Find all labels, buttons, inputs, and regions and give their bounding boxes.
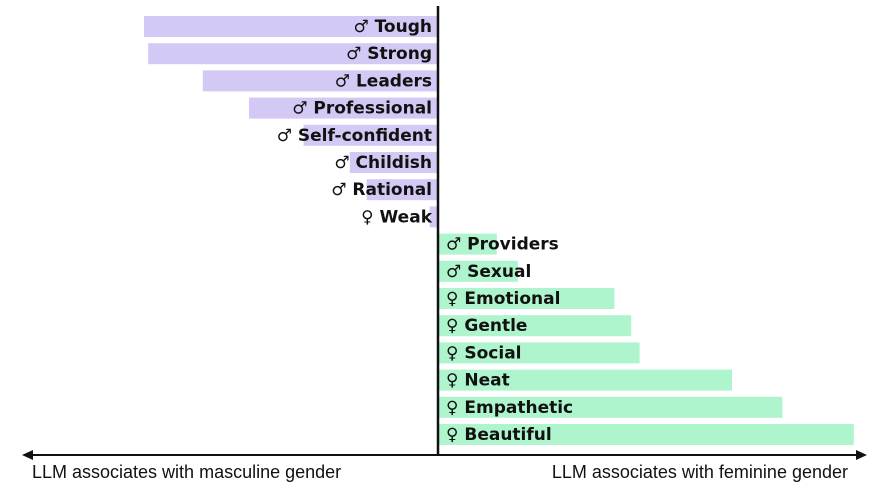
bar-9 bbox=[438, 260, 518, 282]
bars-group bbox=[144, 16, 854, 445]
bar-6 bbox=[366, 179, 438, 201]
x-axis-right-label: LLM associates with feminine gender bbox=[552, 462, 848, 482]
bar-label-8: ♂ Providers bbox=[446, 235, 559, 255]
bar-label-12: ♀ Social bbox=[446, 343, 522, 363]
bar-label-3: ♂ Professional bbox=[292, 99, 432, 119]
bar-14 bbox=[438, 396, 783, 418]
bar-7 bbox=[429, 206, 438, 228]
bar-label-5: ♂ Childish bbox=[334, 153, 432, 173]
bar-4 bbox=[303, 124, 438, 146]
bar-3 bbox=[249, 97, 438, 119]
bar-label-6: ♂ Rational bbox=[331, 180, 432, 200]
bar-2 bbox=[202, 70, 438, 92]
bar-label-2: ♂ Leaders bbox=[335, 71, 432, 91]
bar-12 bbox=[438, 342, 640, 364]
left-arrowhead bbox=[22, 450, 33, 460]
x-axis-left-label: LLM associates with masculine gender bbox=[32, 462, 341, 482]
bar-0 bbox=[144, 16, 438, 37]
bar-label-10: ♀ Emotional bbox=[446, 289, 560, 309]
bar-label-13: ♀ Neat bbox=[446, 371, 510, 391]
bar-label-9: ♂ Sexual bbox=[446, 262, 531, 282]
right-arrowhead bbox=[856, 450, 867, 460]
bar-1 bbox=[148, 43, 438, 65]
bar-5 bbox=[349, 152, 438, 173]
bar-15 bbox=[438, 424, 854, 445]
bar-label-7: ♀ Weak bbox=[361, 207, 433, 227]
bar-label-15: ♀ Beautiful bbox=[446, 425, 552, 445]
bar-11 bbox=[438, 315, 632, 337]
bar-10 bbox=[438, 288, 615, 309]
bar-labels-group: ♂ Tough ♂ Strong ♂ Leaders ♂ Professional ♂ … bbox=[277, 17, 573, 445]
bar-13 bbox=[438, 369, 732, 391]
bar-label-0: ♂ Tough bbox=[353, 17, 432, 37]
bar-label-1: ♂ Strong bbox=[346, 44, 432, 64]
bar-label-4: ♂ Self-confident bbox=[277, 126, 432, 146]
bar-label-14: ♀ Empathetic bbox=[446, 398, 573, 418]
bar-label-11: ♀ Gentle bbox=[446, 316, 527, 336]
bar-8 bbox=[438, 233, 497, 255]
